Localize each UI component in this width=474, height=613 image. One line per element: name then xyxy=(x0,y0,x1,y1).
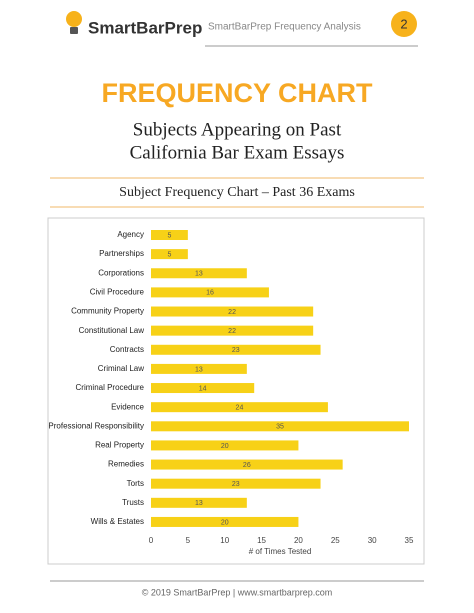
y-tick-label: Agency xyxy=(117,230,144,239)
x-tick-label: 5 xyxy=(186,536,191,545)
y-tick-label: Criminal Procedure xyxy=(76,383,145,392)
footer: © 2019 SmartBarPrep | www.smartbarprep.c… xyxy=(142,587,333,597)
brand: SmartBarPrep xyxy=(88,18,202,37)
x-tick-label: 20 xyxy=(294,536,303,545)
value-label: 13 xyxy=(195,500,203,507)
bar xyxy=(151,363,247,374)
subtitle-line: Subjects Appearing on Past xyxy=(133,119,342,140)
logo-base xyxy=(70,27,78,34)
value-label: 16 xyxy=(206,290,214,297)
value-label: 5 xyxy=(167,232,171,239)
x-tick-label: 35 xyxy=(405,536,414,545)
x-tick-label: 30 xyxy=(368,536,377,545)
bar xyxy=(151,516,299,527)
value-label: 23 xyxy=(232,481,240,488)
value-label: 22 xyxy=(228,309,236,316)
y-tick-label: Constitutional Law xyxy=(79,326,145,335)
y-tick-label: Partnerships xyxy=(99,249,144,258)
bar xyxy=(151,383,255,394)
value-label: 5 xyxy=(167,251,171,258)
bar xyxy=(151,287,269,298)
y-tick-label: Wills & Estates xyxy=(91,517,144,526)
value-label: 24 xyxy=(236,405,244,412)
y-tick-label: Torts xyxy=(127,479,144,488)
x-tick-label: 15 xyxy=(257,536,266,545)
bar xyxy=(151,306,314,317)
y-tick-label: Contracts xyxy=(110,345,144,354)
y-tick-label: Criminal Law xyxy=(98,364,144,373)
value-label: 20 xyxy=(221,519,229,526)
bar xyxy=(151,230,188,240)
x-axis-label: # of Times Tested xyxy=(249,547,312,556)
page-badge xyxy=(391,11,417,37)
bar xyxy=(151,478,321,489)
value-label: 22 xyxy=(228,328,236,335)
chart-title: Subject Frequency Chart – Past 36 Exams xyxy=(119,185,355,200)
value-label: 13 xyxy=(195,271,203,278)
x-tick-label: 25 xyxy=(331,536,340,545)
x-tick-label: 10 xyxy=(220,536,229,545)
bar xyxy=(151,325,314,336)
header-title: SmartBarPrep Frequency Analysis xyxy=(208,22,361,33)
bar xyxy=(151,268,247,279)
y-tick-label: Civil Procedure xyxy=(90,287,145,296)
bar xyxy=(151,459,343,470)
page-number: 2 xyxy=(400,16,407,31)
bar xyxy=(151,402,328,413)
y-tick-label: Professional Responsibility xyxy=(48,421,144,430)
value-label: 20 xyxy=(221,443,229,450)
main-title: FREQUENCY CHART xyxy=(101,78,373,108)
value-label: 13 xyxy=(195,366,203,373)
y-tick-label: Trusts xyxy=(122,498,144,507)
y-tick-label: Corporations xyxy=(98,268,144,277)
chart-frame xyxy=(47,217,425,565)
y-tick-label: Remedies xyxy=(108,460,144,469)
bar xyxy=(151,249,188,260)
bar xyxy=(151,497,247,508)
subtitle-line: California Bar Exam Essays xyxy=(130,142,345,163)
y-tick-label: Real Property xyxy=(95,441,144,450)
x-tick-label: 0 xyxy=(149,536,154,545)
y-tick-label: Evidence xyxy=(111,402,144,411)
value-label: 14 xyxy=(199,385,207,392)
y-tick-label: Community Property xyxy=(71,307,144,316)
value-label: 26 xyxy=(243,462,251,469)
bar xyxy=(151,440,299,451)
value-label: 23 xyxy=(232,347,240,354)
value-label: 35 xyxy=(276,424,284,431)
bar xyxy=(151,421,409,432)
bar xyxy=(151,344,321,355)
logo-bulb xyxy=(66,11,82,27)
